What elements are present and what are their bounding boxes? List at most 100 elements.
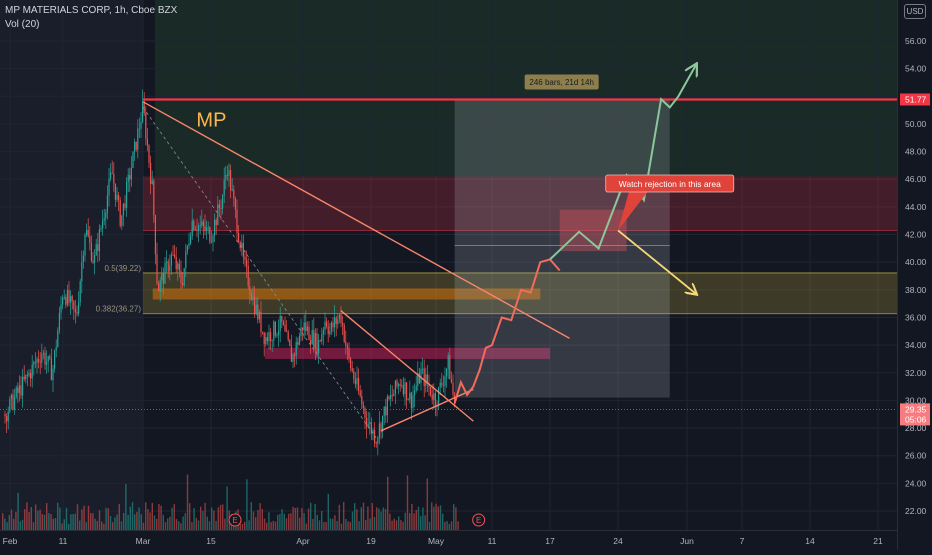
candle-body [385, 406, 387, 416]
volume-bar [387, 476, 389, 530]
candle-body [257, 304, 259, 320]
target-path [549, 65, 696, 261]
currency-badge[interactable]: USD [904, 4, 926, 19]
candle-body [66, 290, 68, 305]
candle-body [28, 372, 30, 376]
volume-bar [365, 520, 367, 530]
volume-bar [312, 518, 314, 530]
price-tick-label: 34.00 [905, 340, 927, 350]
candle-body [170, 254, 172, 266]
candle-body [146, 138, 148, 146]
candle-body [388, 396, 390, 400]
volume-bar [448, 523, 450, 530]
candle-body [70, 296, 72, 303]
candle-body [318, 340, 320, 354]
candle-body [81, 261, 83, 282]
time-tick-label: 21 [873, 536, 883, 546]
volume-bar [279, 513, 281, 530]
time-tick-label: Apr [296, 536, 309, 546]
volume-bar [433, 506, 435, 530]
candle-body [74, 308, 76, 313]
candle-body [366, 418, 368, 427]
candle-body [302, 327, 304, 331]
measure-label-bg [524, 74, 599, 90]
volume-bar [204, 502, 206, 530]
volume-bar [26, 502, 28, 530]
volume-bar [393, 518, 395, 530]
candle-body [62, 298, 64, 305]
candle-body [103, 218, 105, 221]
ticker-label: MP [196, 110, 226, 132]
volume-bar [332, 518, 334, 530]
volume-bar [294, 507, 296, 530]
candle-body [145, 113, 147, 139]
candle-body [378, 423, 380, 438]
candle-body [130, 167, 132, 180]
candle-body [399, 384, 401, 386]
candle-body [324, 321, 326, 331]
candle-body [441, 382, 443, 385]
candle-body [95, 244, 97, 256]
volume-bar [180, 523, 182, 530]
volume-bar [255, 517, 257, 530]
symbol-title[interactable]: MP MATERIALS CORP, 1h, Cboe BZX [5, 5, 178, 16]
volume-bar [402, 521, 404, 530]
candle-body [218, 204, 220, 209]
candle-body [372, 430, 374, 434]
candle-body [342, 322, 344, 325]
volume-bar [125, 483, 127, 530]
volume-bar [272, 520, 274, 530]
volume-bar [380, 511, 382, 530]
candle-body [151, 180, 153, 184]
candle-body [262, 331, 264, 333]
candle-body [410, 392, 412, 409]
candle-body [71, 296, 73, 301]
candle-body [156, 254, 158, 284]
candles [4, 89, 456, 456]
candle-body [297, 342, 299, 345]
volume-bar [151, 502, 153, 530]
volume-bar [37, 510, 39, 530]
candle-body [31, 364, 33, 379]
candle-body [406, 382, 408, 400]
candle-body [414, 390, 416, 396]
candle-body [430, 386, 432, 395]
candle-body [111, 172, 113, 174]
candle-body [14, 396, 16, 410]
candle-body [313, 330, 315, 349]
volume-bar [101, 521, 103, 530]
volume-bar [349, 521, 351, 530]
resistance-price-badge [900, 93, 930, 106]
volume-bar [208, 521, 211, 530]
volume-bar [426, 478, 428, 530]
candle-body [249, 286, 251, 294]
volume-bar [400, 520, 402, 530]
candle-body [162, 273, 164, 284]
candle-body [100, 228, 102, 230]
candle-body [49, 356, 51, 359]
candle-body [214, 219, 216, 236]
candle-body [241, 242, 243, 249]
volume-bar [145, 502, 147, 530]
volume-bar [266, 522, 268, 530]
volume-bar [376, 507, 378, 530]
volume-bar [439, 505, 442, 530]
volume-bar [169, 516, 171, 530]
candle-body [265, 337, 267, 345]
volume-bar [431, 502, 433, 530]
candle-body [281, 315, 283, 323]
volume-bar [70, 514, 72, 530]
candle-body [329, 330, 331, 335]
volume-bar [444, 521, 446, 530]
volume-bar [46, 502, 48, 530]
candle-body [330, 322, 332, 331]
candle-body [398, 384, 400, 387]
candle-body [417, 373, 419, 386]
volume-bar [28, 511, 30, 530]
volume-bar [32, 522, 35, 530]
volume-bar [261, 509, 263, 530]
volume-bar [41, 514, 43, 530]
volume-indicator-label[interactable]: Vol (20) [5, 19, 40, 30]
